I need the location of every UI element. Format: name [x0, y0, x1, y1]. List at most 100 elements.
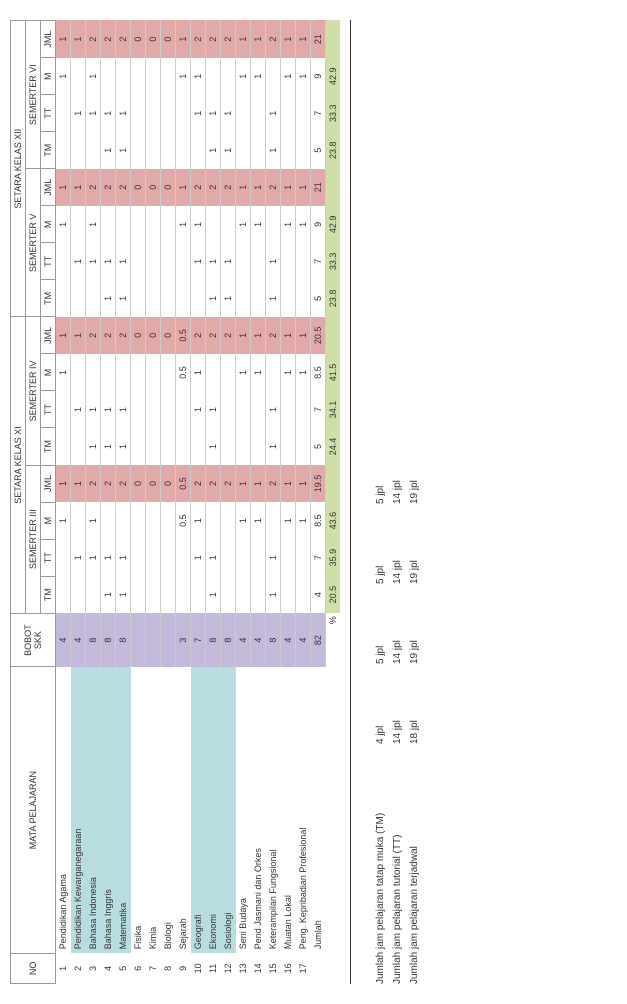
- total-value: 20.5: [311, 317, 326, 354]
- cell-value: 1: [86, 428, 101, 465]
- cell-value: 1: [206, 243, 221, 280]
- cell-value: 1: [266, 132, 281, 169]
- cell-value: [281, 132, 296, 169]
- footer-value: 19 jpl: [409, 584, 420, 664]
- cell-value: [221, 354, 236, 391]
- total-value: 5: [311, 428, 326, 465]
- cell-value: [176, 391, 191, 428]
- cell-value: [56, 391, 71, 428]
- cell-value: [296, 391, 311, 428]
- cell-value: [281, 391, 296, 428]
- cell-value: [281, 576, 296, 613]
- cell-value: 2: [191, 21, 206, 58]
- cell-value: 1: [71, 317, 86, 354]
- skk-value: 3: [176, 613, 191, 667]
- skk-value: 4: [56, 613, 71, 667]
- cell-value: [131, 354, 146, 391]
- cell-value: [236, 576, 251, 613]
- cell-value: [176, 428, 191, 465]
- cell-value: [236, 391, 251, 428]
- cell-value: 2: [206, 317, 221, 354]
- skk-value: 4: [281, 613, 296, 667]
- cell-value: 1: [71, 391, 86, 428]
- cell-value: 1: [56, 317, 71, 354]
- cell-value: [146, 502, 161, 539]
- cell-value: 1: [176, 206, 191, 243]
- total-value: 5: [311, 132, 326, 169]
- cell-value: [251, 576, 266, 613]
- percent-value: 20.5: [326, 576, 341, 613]
- cell-value: 2: [116, 317, 131, 354]
- cell-value: 1: [116, 132, 131, 169]
- header-sub-tt: TT: [41, 391, 56, 428]
- percent-value: [326, 169, 341, 206]
- cell-value: 1: [221, 280, 236, 317]
- cell-value: [281, 95, 296, 132]
- cell-value: 1: [101, 576, 116, 613]
- row-no: 13: [236, 953, 251, 983]
- cell-value: 1: [56, 206, 71, 243]
- cell-value: 1: [116, 243, 131, 280]
- row-no: 10: [191, 953, 206, 983]
- header-sub-jml: JML: [41, 317, 56, 354]
- skk-value: 8: [101, 613, 116, 667]
- total-value: 7: [311, 391, 326, 428]
- cell-value: 1: [236, 21, 251, 58]
- cell-value: 2: [101, 465, 116, 502]
- cell-value: [146, 539, 161, 576]
- cell-value: 2: [221, 465, 236, 502]
- cell-value: [266, 502, 281, 539]
- cell-value: 1: [86, 58, 101, 95]
- cell-value: [236, 243, 251, 280]
- cell-value: [71, 132, 86, 169]
- cell-value: 2: [206, 21, 221, 58]
- cell-value: 1: [86, 95, 101, 132]
- percent-value: 42.9: [326, 206, 341, 243]
- cell-value: [236, 132, 251, 169]
- cell-value: 1: [221, 132, 236, 169]
- cell-value: 1: [236, 502, 251, 539]
- cell-value: [146, 576, 161, 613]
- cell-value: 0: [146, 465, 161, 502]
- cell-value: 1: [86, 206, 101, 243]
- percent-value: 33.3: [326, 95, 341, 132]
- cell-value: 1: [266, 576, 281, 613]
- cell-value: [251, 132, 266, 169]
- cell-value: [296, 428, 311, 465]
- subject-name: Fisika: [131, 667, 146, 953]
- footer-value: 4 jpl: [375, 664, 386, 744]
- row-no: 1: [56, 953, 71, 983]
- header-sub-tm: TM: [41, 428, 56, 465]
- cell-value: [131, 428, 146, 465]
- cell-value: 2: [86, 465, 101, 502]
- cell-value: 1: [101, 428, 116, 465]
- cell-value: [191, 576, 206, 613]
- percent-value: [326, 465, 341, 502]
- skk-value: 8: [221, 613, 236, 667]
- cell-value: 1: [71, 95, 86, 132]
- cell-value: [56, 428, 71, 465]
- cell-value: [71, 58, 86, 95]
- cell-value: 1: [221, 95, 236, 132]
- cell-value: 0: [131, 169, 146, 206]
- subject-name: Seni Budaya: [236, 667, 251, 953]
- cell-value: 0.5: [176, 317, 191, 354]
- cell-value: [116, 502, 131, 539]
- cell-value: [236, 428, 251, 465]
- cell-value: 1: [266, 428, 281, 465]
- cell-value: [296, 539, 311, 576]
- cell-value: 1: [251, 58, 266, 95]
- header-mapel: MATA PELAJARAN: [11, 667, 56, 953]
- total-value: 8.5: [311, 502, 326, 539]
- header-sem-3: SEMERTER III: [26, 465, 41, 613]
- cell-value: [296, 95, 311, 132]
- cell-value: 0.5: [176, 465, 191, 502]
- row-no: 14: [251, 953, 266, 983]
- cell-value: 1: [56, 58, 71, 95]
- cell-value: 1: [281, 465, 296, 502]
- cell-value: 2: [191, 317, 206, 354]
- header-sub-m: M: [41, 354, 56, 391]
- cell-value: 1: [251, 317, 266, 354]
- percent-value: 23.8: [326, 132, 341, 169]
- cell-value: 1: [101, 243, 116, 280]
